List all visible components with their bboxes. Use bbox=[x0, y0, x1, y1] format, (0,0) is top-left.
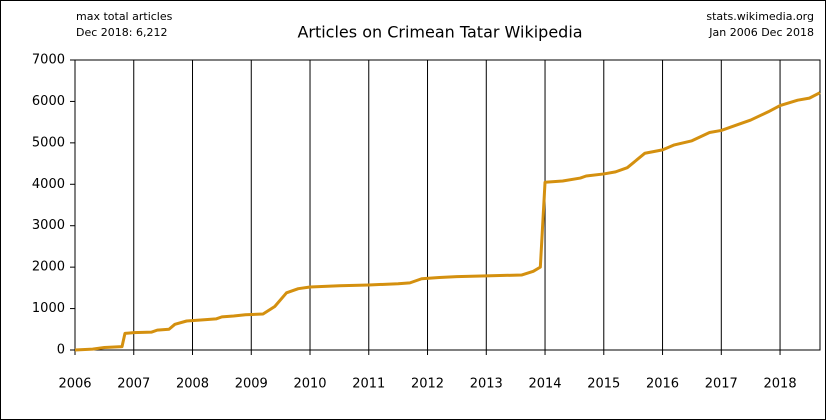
y-tick-label: 6000 bbox=[32, 94, 65, 109]
x-tick-label: 2013 bbox=[470, 377, 503, 392]
annotation: stats.wikimedia.org bbox=[706, 10, 814, 23]
x-tick-label: 2006 bbox=[58, 377, 91, 392]
x-tick-label: 2015 bbox=[587, 377, 620, 392]
series-line bbox=[74, 91, 821, 352]
y-tick-label: 7000 bbox=[32, 53, 65, 68]
x-tick-label: 2017 bbox=[705, 377, 738, 392]
y-tick-label: 5000 bbox=[32, 135, 65, 150]
y-tick-label: 1000 bbox=[32, 301, 65, 316]
x-tick-label: 2011 bbox=[352, 377, 385, 392]
annotation: max total articles bbox=[76, 10, 173, 23]
x-tick-label: 2012 bbox=[411, 377, 444, 392]
x-tick-label: 2010 bbox=[293, 377, 326, 392]
y-tick-label: 3000 bbox=[32, 218, 65, 233]
y-tick-label: 4000 bbox=[32, 177, 65, 192]
x-tick-label: 2014 bbox=[528, 377, 561, 392]
y-tick-label: 0 bbox=[57, 343, 65, 358]
annotation: Dec 2018: 6,212 bbox=[76, 26, 167, 39]
x-tick-label: 2016 bbox=[646, 377, 679, 392]
y-tick-label: 2000 bbox=[32, 260, 65, 275]
x-tick-label: 2018 bbox=[764, 377, 797, 392]
x-tick-label: 2007 bbox=[117, 377, 150, 392]
x-tick-label: 2009 bbox=[235, 377, 268, 392]
x-tick-label: 2008 bbox=[176, 377, 209, 392]
chart-title: Articles on Crimean Tatar Wikipedia bbox=[297, 23, 582, 42]
annotation: Jan 2006 Dec 2018 bbox=[708, 26, 814, 39]
